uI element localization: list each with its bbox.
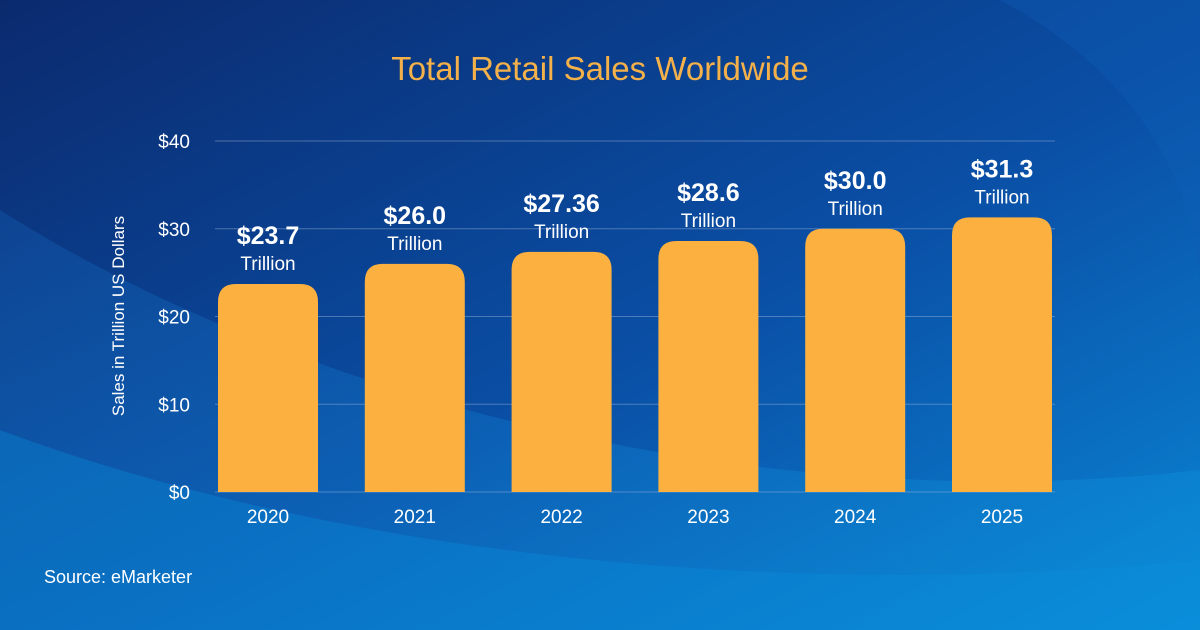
x-tick-label: 2025 xyxy=(981,507,1023,528)
source-note: Source: eMarketer xyxy=(44,567,193,587)
y-tick-label: $30 xyxy=(158,220,190,241)
bar xyxy=(218,284,318,492)
x-axis-ticks: 2020 2021 2022 2023 2024 2025 xyxy=(247,507,1023,528)
bar-value-label: $30.0 xyxy=(824,167,887,195)
bar-value-label: $27.36 xyxy=(523,190,599,218)
bar xyxy=(658,241,759,492)
chart-title: Total Retail Sales Worldwide xyxy=(391,50,809,87)
gridlines xyxy=(215,140,1055,493)
bar-value-label: $28.6 xyxy=(677,179,740,207)
bar-unit-label: Trillion xyxy=(240,254,295,275)
x-tick-label: 2022 xyxy=(540,507,582,528)
y-axis-label: Sales in Trillion US Dollars xyxy=(109,216,128,416)
x-tick-label: 2021 xyxy=(394,507,436,528)
x-tick-label: 2023 xyxy=(687,507,729,528)
bar xyxy=(805,228,906,492)
y-tick-label: $10 xyxy=(158,395,190,416)
bar-unit-label: Trillion xyxy=(828,199,883,220)
bar-value-label: $23.7 xyxy=(237,222,300,250)
x-tick-label: 2020 xyxy=(247,507,289,528)
bars xyxy=(218,217,1052,492)
bar-unit-label: Trillion xyxy=(681,211,736,232)
bar-value-label: $31.3 xyxy=(971,155,1034,183)
bar-unit-label: Trillion xyxy=(387,234,442,255)
y-tick-label: $20 xyxy=(158,308,190,329)
bar-unit-label: Trillion xyxy=(534,222,589,243)
bar-unit-label: Trillion xyxy=(974,187,1029,208)
bar-value-label: $26.0 xyxy=(384,202,447,230)
y-axis-ticks: $0 $10 $20 $30 $40 xyxy=(158,132,190,504)
value-labels: $23.7 Trillion $26.0 Trillion $27.36 Trillion… xyxy=(237,155,1034,275)
x-tick-label: 2024 xyxy=(834,507,877,528)
bar xyxy=(511,251,612,492)
bar xyxy=(952,217,1052,492)
y-tick-label: $0 xyxy=(169,483,190,504)
bar xyxy=(364,263,465,492)
y-tick-label: $40 xyxy=(158,132,190,153)
